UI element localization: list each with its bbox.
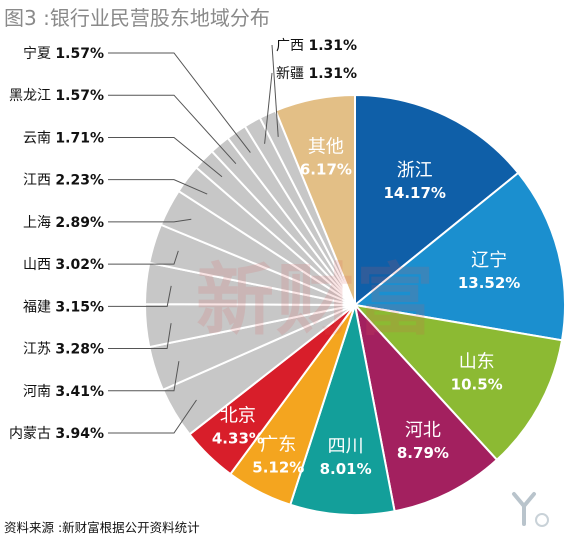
slice-label-山东: 山东 10.5% [451,351,503,393]
slice-label-云南: 云南 1.71% [23,130,104,146]
slice-name-河北: 河北 [405,420,441,441]
slice-label-江西: 江西 2.23% [23,173,104,189]
slice-value-辽宁: 13.52% [458,274,520,292]
slice-label-广东: 广东 5.12% [252,434,304,476]
leader-line-宁夏 [108,52,251,153]
pie-slice-其他 [274,93,356,306]
slice-name-辽宁: 辽宁 [471,250,507,271]
slice-text-上海: 上海 2.89% [23,215,104,231]
leader-line-广西 [271,44,279,137]
slice-value-河北: 8.79% [397,444,449,462]
slice-label-河南: 河南 3.41% [23,384,104,400]
slice-label-江苏: 江苏 3.28% [23,342,104,358]
leader-line-上海 [108,218,192,223]
slice-label-新疆: 新疆 1.31% [276,66,357,82]
leader-line-黑龙江 [108,94,237,165]
pie-slice-浙江 [354,93,520,308]
slice-text-黑龙江: 黑龙江 1.57% [9,88,104,104]
slice-text-山西: 山西 3.02% [23,257,104,273]
slice-text-内蒙古: 内蒙古 3.94% [9,426,104,442]
slice-value-山东: 10.5% [451,375,503,393]
figure-title: 图3 :银行业民营股东地域分布 [4,6,270,30]
slice-label-福建: 福建 3.15% [23,299,104,315]
slice-value-四川: 8.01% [320,460,372,478]
brand-logo-icon [512,492,549,527]
slice-text-云南: 云南 1.71% [23,130,104,146]
leader-line-河南 [108,361,180,392]
slice-text-河南: 河南 3.41% [23,384,104,400]
slice-label-其他: 其他 6.17% [300,137,352,179]
slice-value-浙江: 14.17% [383,184,445,202]
slice-label-内蒙古: 内蒙古 3.94% [9,426,104,442]
slice-value-广东: 5.12% [252,458,304,476]
pie-slice-山东 [352,303,564,462]
leader-line-江苏 [108,323,172,350]
pie-slice-河北 [353,301,499,513]
slice-label-宁夏: 宁夏 1.57% [23,45,104,62]
slice-text-江苏: 江苏 3.28% [23,342,104,358]
slice-name-山东: 山东 [459,351,495,372]
slice-text-福建: 福建 3.15% [23,299,104,315]
leader-line-新疆 [264,72,273,144]
slice-label-黑龙江: 黑龙江 1.57% [9,88,104,104]
leader-line-云南 [108,136,223,178]
slice-label-辽宁: 辽宁 13.52% [458,250,520,292]
slice-value-北京: 4.33% [212,430,264,448]
slice-text-宁夏: 宁夏 1.57% [23,45,104,62]
leader-line-山西 [108,250,179,265]
source-note: 资料来源 :新财富根据公开资料统计 [4,520,200,535]
slice-label-山西: 山西 3.02% [23,257,104,273]
leader-line-福建 [108,285,172,307]
slice-name-广东: 广东 [260,434,296,455]
slice-label-浙江: 浙江 14.17% [383,160,445,202]
slice-name-其他: 其他 [308,137,344,158]
leader-line-内蒙古 [108,399,197,434]
slice-label-北京: 北京 4.33% [212,406,264,448]
slice-text-广西: 广西 1.31% [276,38,357,54]
slice-label-四川: 四川 8.01% [320,436,372,478]
slice-label-上海: 上海 2.89% [23,215,104,231]
pie-slice-辽宁 [352,171,567,342]
slice-label-广西: 广西 1.31% [276,38,357,54]
leader-line-江西 [108,179,208,195]
slice-label-河北: 河北 8.79% [397,420,449,462]
pie-slice-四川 [288,304,396,516]
slice-value-其他: 6.17% [300,161,352,179]
slice-name-北京: 北京 [220,406,256,427]
slice-name-四川: 四川 [328,436,364,457]
slice-text-江西: 江西 2.23% [23,173,104,189]
slice-name-浙江: 浙江 [397,160,433,181]
slice-text-新疆: 新疆 1.31% [276,66,357,82]
